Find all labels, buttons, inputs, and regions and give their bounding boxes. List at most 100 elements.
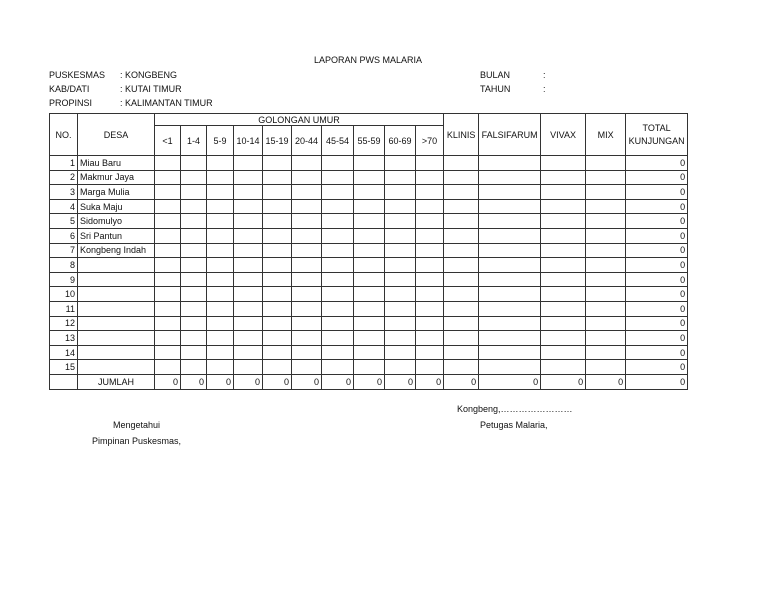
table-row: 2 Makmur Jaya 0 — [49, 169, 689, 186]
row-cell — [180, 359, 207, 375]
row-desa — [77, 271, 155, 288]
row-cell — [291, 344, 322, 361]
row-cell — [414, 198, 445, 215]
header-age: 1-4 — [180, 125, 207, 156]
row-cell — [321, 242, 354, 259]
row-cell — [206, 257, 234, 273]
row-cell — [233, 286, 263, 302]
header-age: >70 — [414, 125, 445, 156]
row-cell — [478, 315, 542, 332]
row-cell — [585, 227, 627, 244]
row-cell — [585, 300, 627, 317]
row-cell — [585, 213, 627, 229]
row-cell — [353, 271, 385, 288]
row-cell — [443, 242, 480, 259]
row-cell — [414, 184, 445, 200]
place-date: Kongbeng,…………………… — [457, 404, 573, 414]
row-cell — [206, 242, 234, 259]
row-cell — [321, 286, 354, 302]
row-cell — [154, 169, 181, 186]
row-total: 0 — [625, 213, 689, 229]
row-desa: Kongbeng Indah — [77, 242, 155, 259]
row-total: 0 — [625, 169, 689, 186]
row-total: 0 — [625, 227, 689, 244]
header-desa: DESA — [77, 113, 155, 156]
row-cell — [540, 155, 587, 171]
row-cell — [353, 155, 385, 171]
jumlah-value: 0 — [414, 373, 445, 390]
table-row: 7 Kongbeng Indah 0 — [49, 242, 689, 259]
table-row: 4 Suka Maju 0 — [49, 198, 689, 215]
row-cell — [206, 184, 234, 200]
row-no: 14 — [49, 344, 78, 361]
row-cell — [291, 286, 322, 302]
row-cell — [180, 184, 207, 200]
row-cell — [233, 198, 263, 215]
row-cell — [291, 198, 322, 215]
row-cell — [443, 300, 480, 317]
row-cell — [233, 242, 263, 259]
row-cell — [384, 198, 416, 215]
row-cell — [262, 359, 292, 375]
row-cell — [233, 184, 263, 200]
row-total: 0 — [625, 155, 689, 171]
row-cell — [321, 359, 354, 375]
row-cell — [206, 271, 234, 288]
jumlah-value: 0 — [540, 373, 587, 390]
table-row: 10 0 — [49, 286, 689, 302]
row-cell — [180, 155, 207, 171]
header-age: 10-14 — [233, 125, 263, 156]
row-no: 10 — [49, 286, 78, 302]
row-total: 0 — [625, 344, 689, 361]
row-cell — [154, 286, 181, 302]
jumlah-value: 0 — [262, 373, 292, 390]
row-cell — [154, 155, 181, 171]
row-total: 0 — [625, 257, 689, 273]
row-cell — [414, 271, 445, 288]
propinsi-value: : KALIMANTAN TIMUR — [120, 98, 213, 108]
row-cell — [353, 169, 385, 186]
header-age: 15-19 — [262, 125, 292, 156]
header-total-kunjungan: TOTAL KUNJUNGAN — [625, 113, 689, 156]
row-cell — [443, 198, 480, 215]
header-total-line2: KUNJUNGAN — [628, 136, 685, 146]
jumlah-value: 0 — [180, 373, 207, 390]
row-cell — [414, 344, 445, 361]
row-desa: Suka Maju — [77, 198, 155, 215]
report-table: NO. DESA GOLONGAN UMUR KLINIS FALSIFARUM… — [49, 113, 689, 390]
row-cell — [180, 227, 207, 244]
header-age: 55-59 — [353, 125, 385, 156]
row-no: 1 — [49, 155, 78, 171]
row-cell — [291, 330, 322, 346]
row-cell — [443, 155, 480, 171]
row-cell — [540, 169, 587, 186]
row-cell — [414, 330, 445, 346]
row-cell — [321, 271, 354, 288]
row-cell — [585, 184, 627, 200]
row-total: 0 — [625, 330, 689, 346]
row-cell — [540, 286, 587, 302]
bulan-value: : — [543, 70, 546, 80]
bulan-label: BULAN — [480, 70, 511, 80]
row-cell — [414, 155, 445, 171]
row-cell — [262, 227, 292, 244]
header-age: 45-54 — [321, 125, 354, 156]
row-total: 0 — [625, 242, 689, 259]
table-row: 15 0 — [49, 359, 689, 375]
row-cell — [233, 344, 263, 361]
row-cell — [478, 286, 542, 302]
row-cell — [540, 300, 587, 317]
header-golongan-umur: GOLONGAN UMUR — [153, 113, 445, 126]
row-cell — [353, 227, 385, 244]
row-no: 13 — [49, 330, 78, 346]
row-cell — [233, 257, 263, 273]
row-cell — [154, 227, 181, 244]
table-row: 14 0 — [49, 344, 689, 361]
row-cell — [384, 330, 416, 346]
table-row: 6 Sri Pantun 0 — [49, 227, 689, 244]
header-no: NO. — [49, 113, 78, 156]
row-cell — [478, 330, 542, 346]
row-cell — [206, 286, 234, 302]
row-cell — [262, 242, 292, 259]
